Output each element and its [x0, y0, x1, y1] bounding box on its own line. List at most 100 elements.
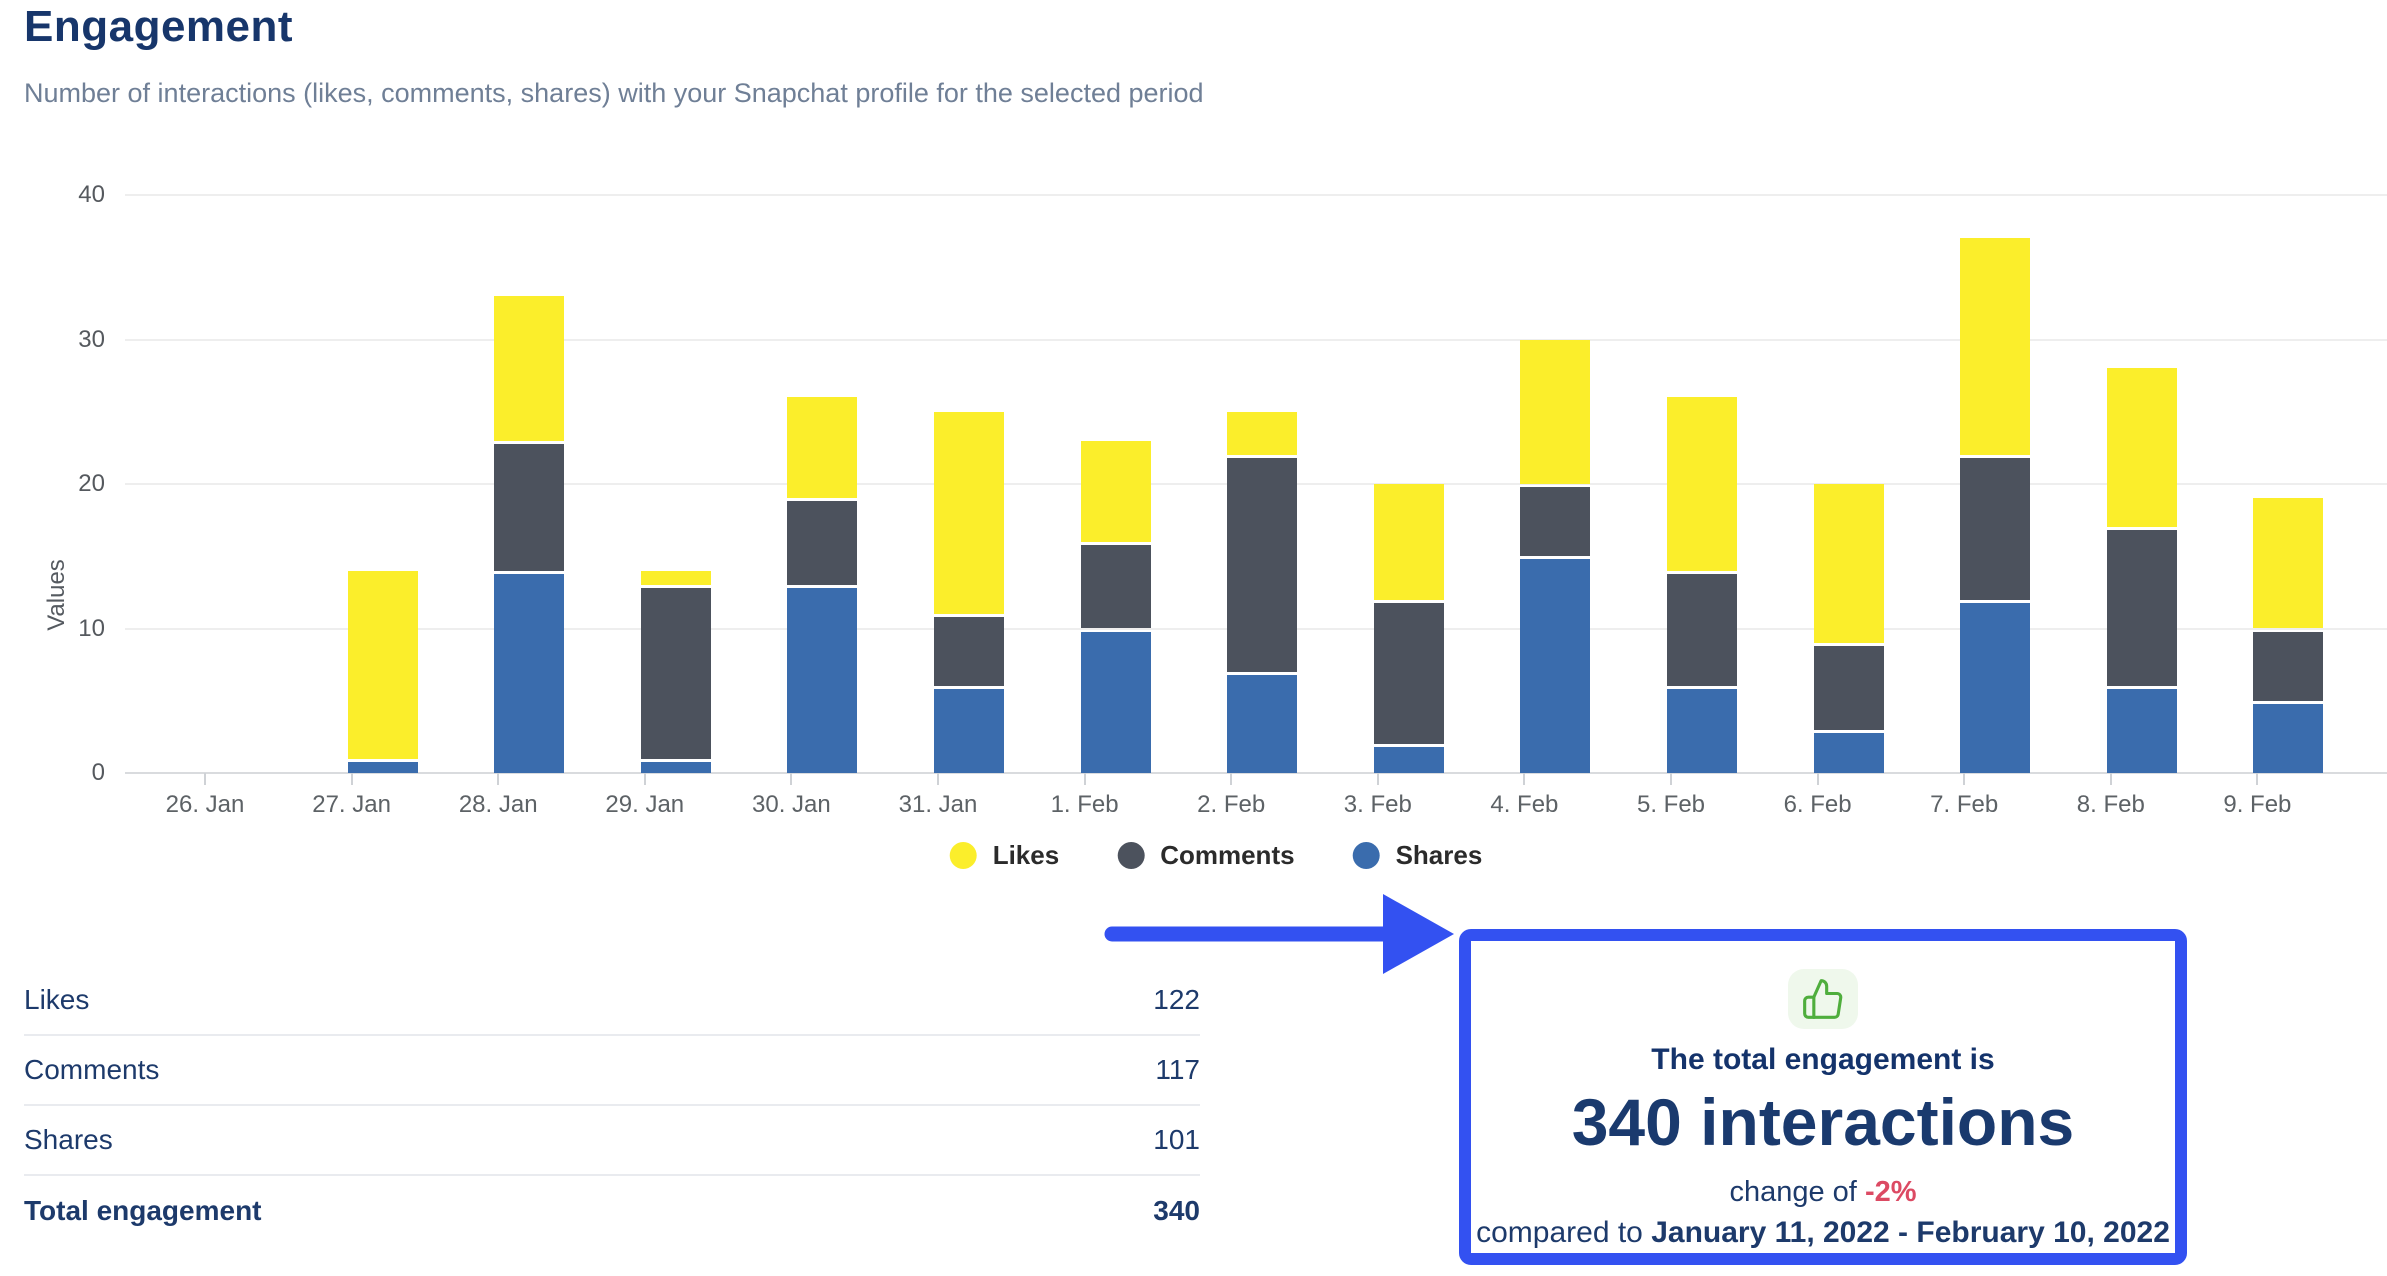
row-value: 101	[1153, 1124, 1200, 1155]
bar-segment-likes[interactable]	[1960, 238, 2031, 456]
axis-tick	[643, 773, 646, 785]
bar-segment-likes[interactable]	[1373, 484, 1444, 600]
bar-segment-likes[interactable]	[640, 570, 711, 586]
legend-item-shares[interactable]: Shares	[1352, 840, 1483, 871]
table-row-shares: Shares 101	[24, 1106, 1200, 1176]
x-tick-label: 30. Jan	[752, 791, 831, 818]
page-title: Engagement	[24, 2, 294, 51]
row-label: Total engagement	[24, 1195, 262, 1226]
change-prefix: change of	[1729, 1176, 1865, 1208]
axis-tick	[2109, 773, 2112, 785]
x-tick-label: 26. Jan	[165, 791, 245, 818]
axis-tick	[1083, 773, 1086, 785]
x-tick-label: 28. Jan	[458, 791, 538, 818]
legend-item-likes[interactable]: Likes	[949, 840, 1059, 871]
bar-segment-likes[interactable]	[494, 296, 565, 441]
bar-segment-shares[interactable]	[1960, 602, 2031, 773]
x-tick-label: 31. Jan	[898, 791, 978, 818]
bar-segment-likes[interactable]	[1227, 411, 1298, 456]
bar-segment-likes[interactable]	[934, 411, 1004, 615]
page-subtitle: Number of interactions (likes, comments,…	[24, 78, 1204, 108]
callout-headline: 340 interactions	[1571, 1085, 2075, 1159]
bar-segment-comments[interactable]	[1080, 544, 1151, 629]
table-row-comments: Comments 117	[24, 1036, 1200, 1106]
bar-segment-likes[interactable]	[2253, 498, 2324, 629]
axis-tick	[350, 773, 353, 785]
y-tick-label: 0	[91, 759, 105, 786]
callout-title: The total engagement is	[1651, 1043, 1995, 1076]
bar-segment-likes[interactable]	[1080, 440, 1151, 542]
bar-segment-shares[interactable]	[347, 761, 418, 773]
axis-tick	[2256, 773, 2259, 785]
bar-segment-comments[interactable]	[1520, 487, 1591, 557]
bar-segment-likes[interactable]	[1667, 397, 1737, 571]
bar-segment-shares[interactable]	[1227, 674, 1298, 773]
axis-tick	[1376, 773, 1379, 785]
x-tick-label: 3. Feb	[1343, 791, 1412, 818]
x-tick-label: 1. Feb	[1050, 791, 1119, 818]
axis-tick	[1230, 773, 1233, 785]
compare-period: January 11, 2022 - February 10, 2022	[1651, 1216, 2170, 1249]
bar-segment-comments[interactable]	[1960, 458, 2031, 600]
bar-segment-likes[interactable]	[1813, 484, 1884, 643]
table-row-likes: Likes 122	[24, 966, 1200, 1036]
x-tick-label: 29. Jan	[605, 791, 685, 818]
axis-tick	[937, 773, 939, 785]
bar-segment-likes[interactable]	[1520, 339, 1591, 484]
x-tick-label: 2. Feb	[1197, 791, 1266, 818]
bar-segment-likes[interactable]	[787, 397, 858, 499]
legend-item-comments[interactable]: Comments	[1117, 840, 1295, 871]
annotation-arrow-icon	[1100, 887, 1460, 981]
thumbs-up-icon	[1788, 969, 1858, 1029]
axis-tick	[1670, 773, 1672, 785]
bar-segment-shares[interactable]	[934, 689, 1004, 773]
bar-segment-likes[interactable]	[2106, 368, 2177, 528]
likes-dot-icon	[949, 842, 977, 869]
callout-box: The total engagement is 340 interactions…	[1459, 929, 2187, 1265]
compare-prefix: compared to	[1476, 1216, 1652, 1249]
x-tick-label: 6. Feb	[1783, 791, 1852, 818]
bar-segment-comments[interactable]	[640, 588, 711, 759]
bar-segment-comments[interactable]	[1667, 573, 1737, 687]
callout-change: change of -2%	[1729, 1173, 1916, 1211]
x-tick-label: 7. Feb	[1930, 791, 1999, 818]
comments-dot-icon	[1117, 842, 1145, 869]
bar-segment-shares[interactable]	[494, 573, 565, 773]
bar-segment-shares[interactable]	[2106, 689, 2177, 773]
bar-segment-shares[interactable]	[1373, 747, 1444, 773]
legend-item-label: Shares	[1395, 840, 1483, 870]
bar-segment-shares[interactable]	[1667, 689, 1737, 773]
bar-segment-shares[interactable]	[1813, 732, 1884, 773]
x-tick-label: 8. Feb	[2076, 791, 2145, 818]
row-label: Likes	[24, 984, 90, 1015]
bar-segment-comments[interactable]	[494, 443, 565, 571]
axis-tick	[497, 773, 500, 785]
engagement-chart: Values 0 10 20 30 40 26. Jan 27. Jan 28. Jan 29.…	[0, 140, 2387, 840]
bar-segment-shares[interactable]	[2253, 703, 2324, 773]
bar-segment-likes[interactable]	[347, 570, 418, 759]
bar-segment-shares[interactable]	[640, 761, 711, 773]
row-label: Comments	[24, 1054, 160, 1085]
summary-table: Likes 122 Comments 117 Shares 101 Total …	[24, 966, 1200, 1246]
y-tick-label: 20	[78, 470, 105, 497]
x-tick-label: 9. Feb	[2223, 791, 2292, 818]
y-tick-label: 40	[78, 181, 105, 208]
x-axis-line	[125, 772, 2387, 774]
bar-segment-comments[interactable]	[2106, 530, 2177, 687]
bar-segment-comments[interactable]	[1227, 458, 1298, 672]
bar-segment-comments[interactable]	[1373, 602, 1444, 745]
x-tick-label: 5. Feb	[1636, 791, 1706, 818]
row-value: 122	[1153, 984, 1200, 1015]
gridline	[125, 194, 2387, 196]
bar-segment-comments[interactable]	[2253, 631, 2324, 701]
bar-segment-comments[interactable]	[787, 501, 858, 586]
bar-segment-shares[interactable]	[1520, 559, 1591, 773]
bar-segment-shares[interactable]	[1080, 631, 1151, 773]
bar-segment-comments[interactable]	[934, 617, 1004, 687]
y-tick-label: 30	[78, 325, 105, 353]
bar-segment-shares[interactable]	[787, 588, 858, 773]
chart-legend: Likes Comments Shares	[949, 840, 1483, 871]
bar-segment-comments[interactable]	[1813, 645, 1884, 730]
y-tick-label: 10	[78, 614, 105, 642]
